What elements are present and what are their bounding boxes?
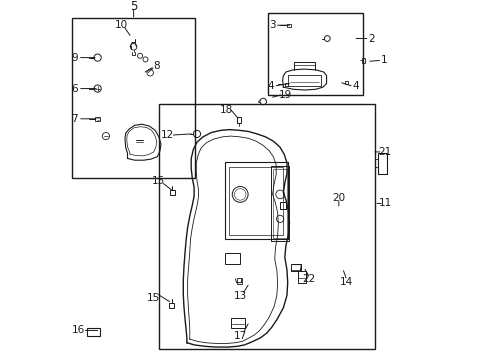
Text: 2: 2 [368, 33, 374, 44]
Bar [72, 18, 194, 178]
Bar [291, 264, 301, 271]
Bar [361, 58, 365, 63]
Text: 15: 15 [147, 293, 160, 303]
Bar [170, 190, 175, 195]
Bar [284, 83, 288, 86]
Text: 4: 4 [352, 81, 359, 91]
Bar [344, 81, 347, 84]
Bar [169, 303, 174, 308]
Text: 6: 6 [71, 84, 78, 94]
Bar [236, 278, 241, 284]
Text: 4: 4 [267, 81, 274, 91]
Bar [229, 167, 282, 235]
Text: 12: 12 [160, 130, 173, 140]
Text: 20: 20 [331, 193, 345, 203]
Bar [271, 166, 288, 241]
Bar [224, 253, 239, 264]
Text: 13: 13 [234, 291, 247, 301]
Bar [230, 318, 244, 328]
Bar [159, 104, 374, 349]
Bar [286, 24, 291, 27]
Text: 9: 9 [71, 53, 78, 63]
Text: 7: 7 [71, 114, 78, 124]
Text: 22: 22 [301, 274, 315, 284]
Text: 1: 1 [380, 55, 386, 66]
Text: 21: 21 [378, 147, 391, 157]
Text: 14: 14 [339, 276, 352, 287]
Bar [273, 169, 286, 238]
Text: 16: 16 [72, 325, 85, 336]
Text: 17: 17 [233, 330, 246, 341]
Text: 19: 19 [278, 90, 291, 100]
Bar [279, 202, 285, 209]
Text: 18: 18 [220, 105, 233, 115]
Text: 15: 15 [152, 176, 165, 186]
Bar [297, 271, 305, 283]
Text: 8: 8 [153, 60, 159, 71]
Bar [288, 75, 320, 86]
Bar [95, 117, 100, 121]
Text: 5: 5 [130, 0, 137, 13]
Bar [87, 328, 101, 336]
Text: 3: 3 [269, 20, 275, 30]
Text: 10: 10 [115, 20, 128, 30]
Bar [237, 117, 240, 123]
Bar [377, 153, 386, 174]
Text: 11: 11 [378, 198, 391, 208]
Bar [267, 13, 363, 95]
Bar [224, 162, 287, 239]
